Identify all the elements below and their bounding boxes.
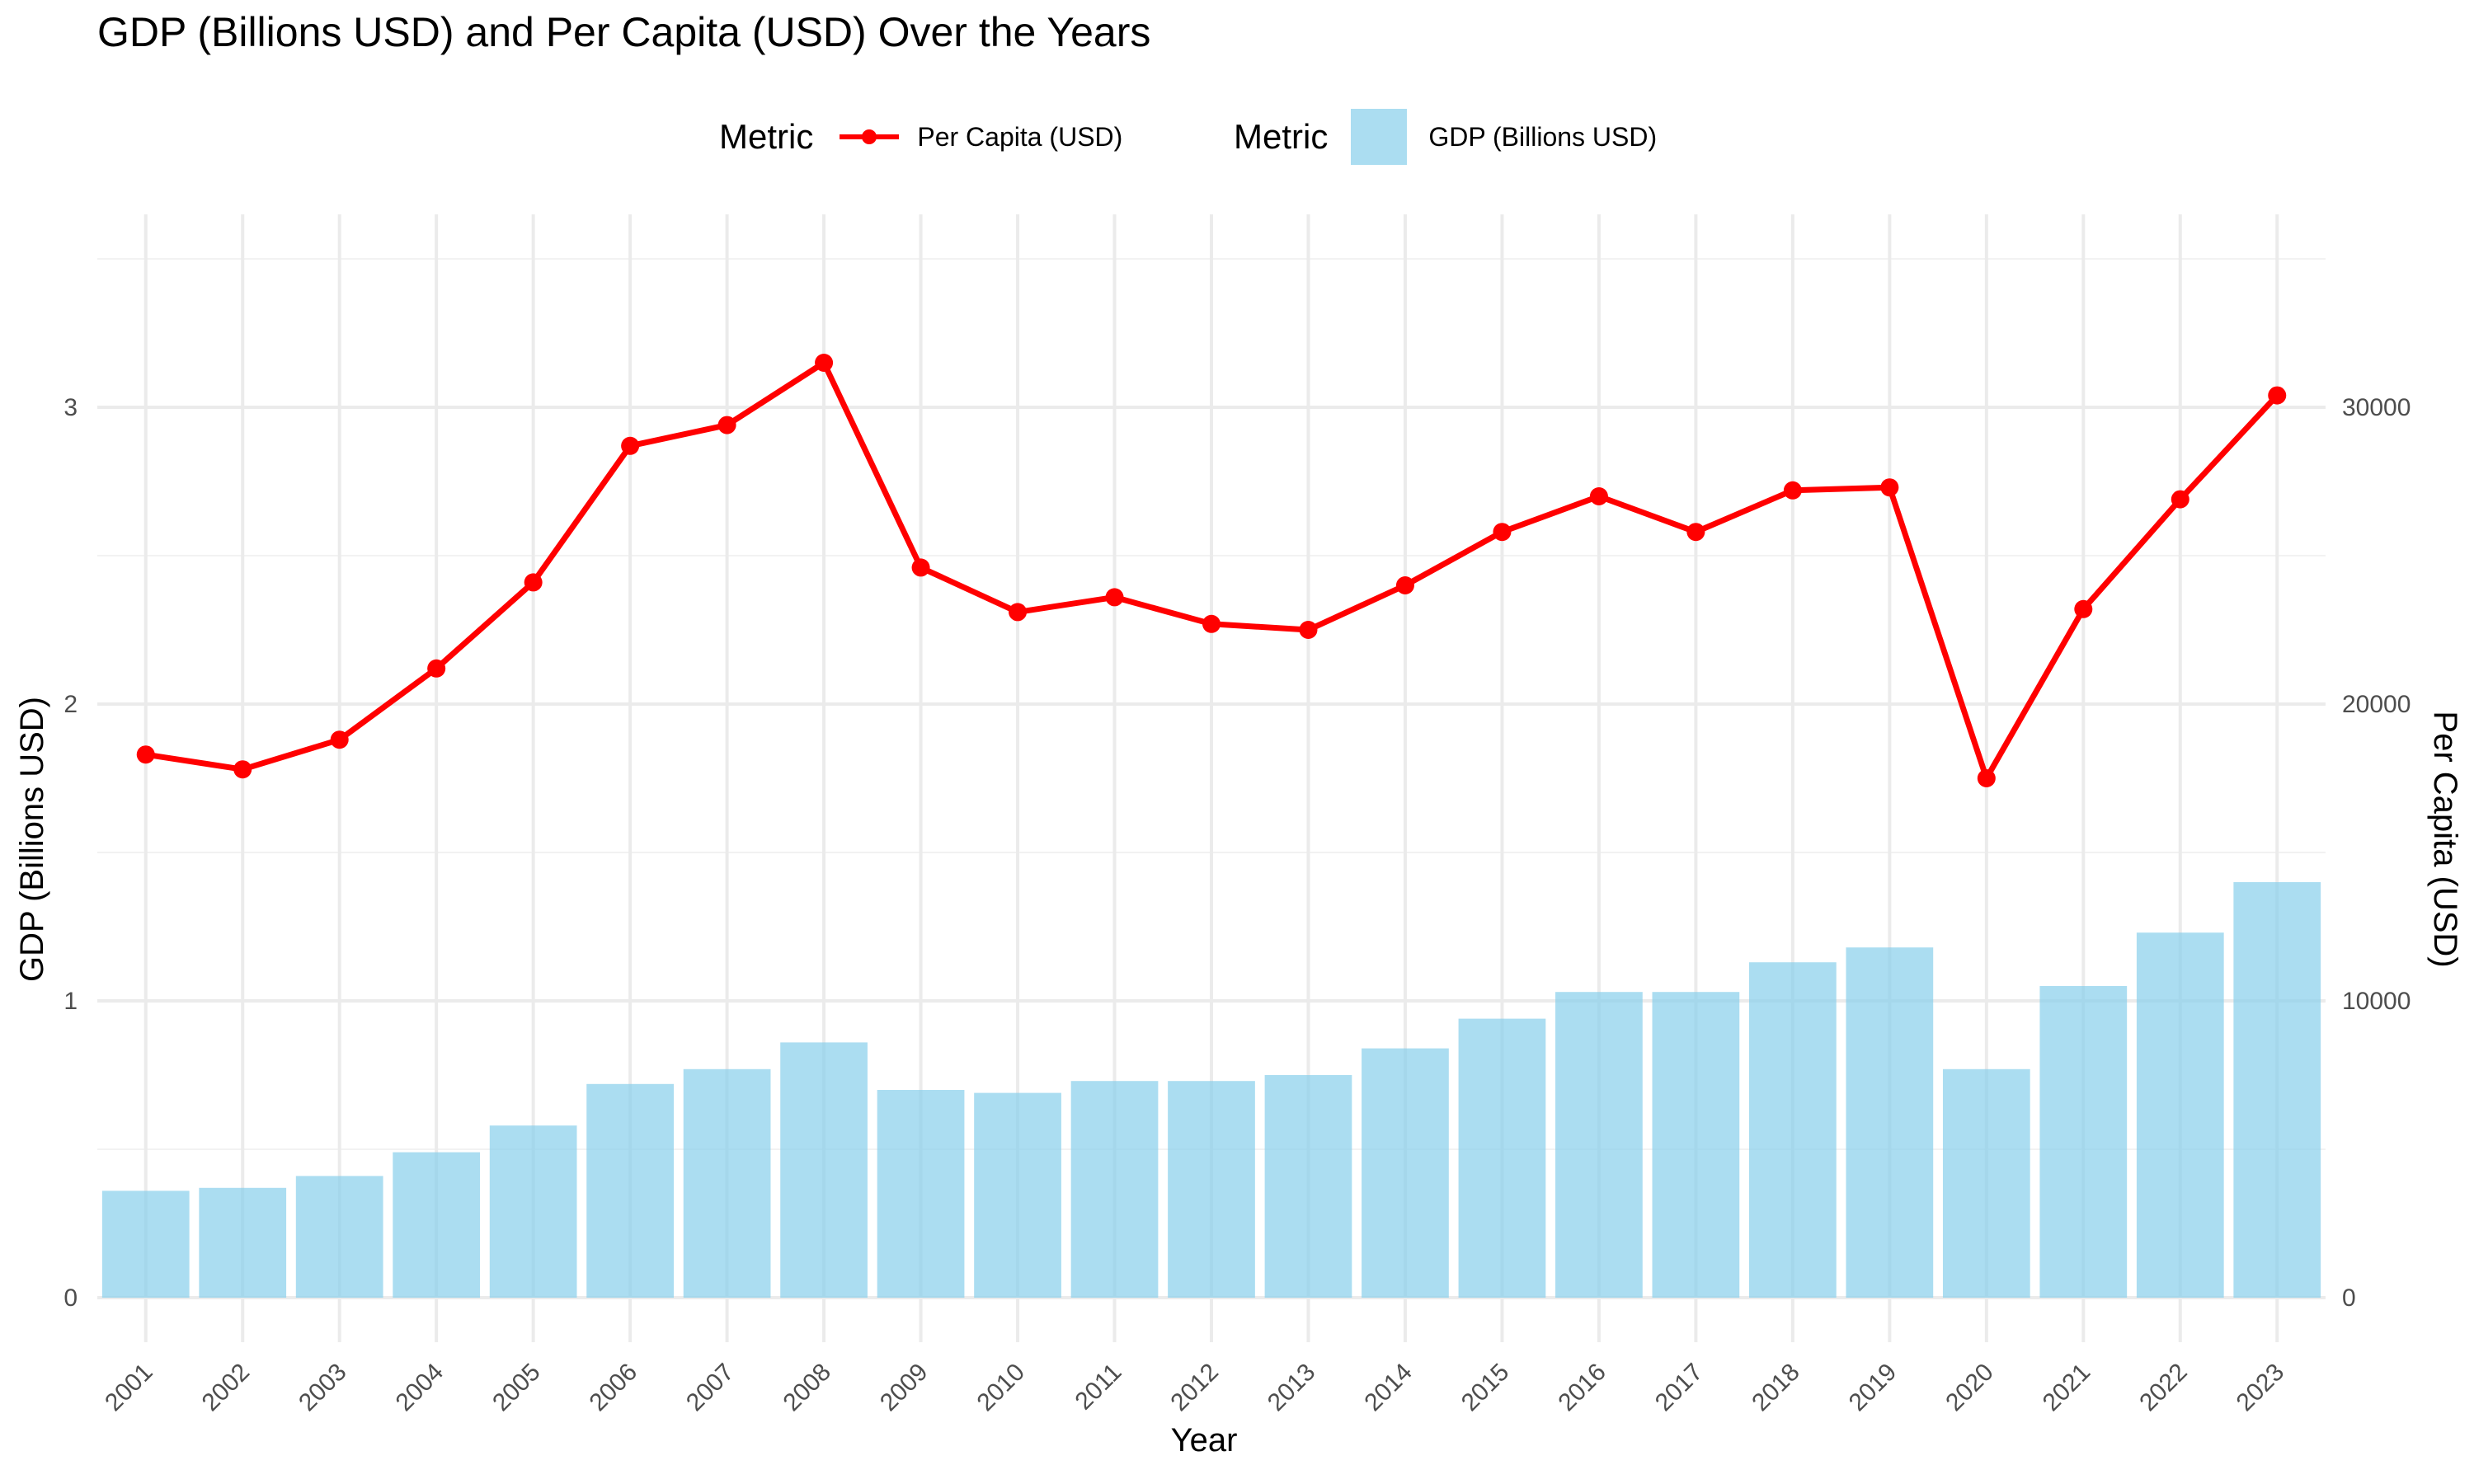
- bar-series: [101, 882, 2321, 1298]
- chart-title: GDP (Billions USD) and Per Capita (USD) …: [97, 9, 1151, 55]
- per-capita-point-2020: [1977, 769, 1996, 787]
- per-capita-point-2019: [1880, 478, 1899, 497]
- y-tick-label: 3: [63, 394, 78, 421]
- x-tick-label: 2017: [1650, 1359, 1709, 1417]
- gdp-bar-2019: [1846, 947, 1934, 1298]
- x-tick-label: 2002: [197, 1359, 256, 1417]
- x-tick-label: 2020: [1940, 1359, 1999, 1417]
- x-tick-label: 2005: [487, 1359, 546, 1417]
- per-capita-point-2014: [1395, 576, 1414, 594]
- gdp-bar-2017: [1652, 992, 1740, 1298]
- per-capita-point-2012: [1202, 614, 1221, 633]
- per-capita-point-2021: [2074, 599, 2093, 618]
- x-tick-label: 2011: [1070, 1359, 1127, 1416]
- legend-label-per-capita: Per Capita (USD): [917, 121, 1123, 152]
- legend-title: Metric: [1234, 117, 1329, 156]
- per-capita-point-2002: [233, 760, 252, 779]
- gdp-bar-2003: [295, 1176, 383, 1298]
- y-tick-label: 0: [63, 1284, 78, 1312]
- legend-title: Metric: [719, 117, 814, 156]
- per-capita-point-2017: [1686, 523, 1705, 542]
- per-capita-point-2015: [1493, 523, 1512, 542]
- y-tick-label: 1: [63, 988, 78, 1015]
- per-capita-point-2022: [2171, 490, 2189, 509]
- x-tick-label: 2001: [100, 1359, 158, 1417]
- per-capita-point-2007: [717, 416, 736, 434]
- y2-tick-label: 0: [2342, 1284, 2356, 1312]
- gdp-bar-2018: [1749, 962, 1837, 1298]
- gdp-bar-2010: [974, 1092, 1061, 1298]
- gdp-bar-2005: [489, 1125, 577, 1298]
- x-tick-label: 2014: [1359, 1359, 1418, 1417]
- gdp-bar-2007: [683, 1068, 771, 1298]
- per-capita-point-2006: [621, 436, 640, 455]
- x-tick-label: 2015: [1456, 1359, 1515, 1417]
- x-tick-label: 2012: [1165, 1359, 1224, 1417]
- gdp-bar-2004: [393, 1152, 481, 1298]
- x-tick-label: 2021: [2038, 1359, 2096, 1417]
- x-tick-label: 2006: [585, 1359, 643, 1417]
- per-capita-point-2005: [524, 573, 543, 592]
- x-tick-label: 2022: [2134, 1359, 2193, 1417]
- x-axis-title: Year: [1171, 1422, 1238, 1458]
- y2-tick-label: 10000: [2342, 988, 2411, 1015]
- per-capita-point-2004: [427, 659, 446, 678]
- gdp-bar-2013: [1264, 1075, 1352, 1298]
- gdp-bar-2016: [1555, 992, 1643, 1298]
- per-capita-point-2013: [1299, 621, 1318, 639]
- legend: Metric Per Capita (USD) Metric GDP (Bill…: [0, 106, 2474, 168]
- gdp-bar-2015: [1458, 1018, 1546, 1298]
- x-tick-label: 2019: [1844, 1359, 1903, 1417]
- x-tick-label: 2010: [971, 1359, 1030, 1417]
- x-tick-label: 2013: [1263, 1359, 1321, 1417]
- gdp-bar-2023: [2233, 882, 2321, 1298]
- legend-group-gdp: Metric GDP (Billions USD): [1234, 106, 1657, 168]
- gdp-bar-2022: [2136, 932, 2224, 1298]
- gdp-bar-2011: [1070, 1081, 1159, 1298]
- per-capita-point-2009: [911, 558, 930, 577]
- line-series: [136, 354, 2287, 787]
- gdp-bar-2014: [1362, 1048, 1449, 1298]
- x-tick-label: 2004: [391, 1359, 449, 1417]
- legend-line-key: [840, 129, 900, 144]
- gdp-bar-2002: [199, 1187, 287, 1298]
- gdp-bar-2020: [1942, 1068, 2030, 1298]
- per-capita-point-2003: [330, 730, 349, 749]
- per-capita-point-2023: [2268, 386, 2287, 405]
- per-capita-point-2001: [136, 745, 155, 764]
- x-tick-label: 2016: [1553, 1359, 1611, 1417]
- y2-tick-label: 20000: [2342, 691, 2411, 718]
- legend-group-per-capita: Metric Per Capita (USD): [719, 106, 1122, 168]
- legend-label-gdp: GDP (Billions USD): [1428, 121, 1658, 152]
- legend-bar-key: [1351, 109, 1408, 165]
- x-tick-label: 2023: [2232, 1359, 2290, 1417]
- per-capita-point-2018: [1783, 481, 1802, 500]
- gdp-bar-2021: [2039, 986, 2128, 1298]
- gdp-bar-2012: [1168, 1081, 1255, 1298]
- gdp-bar-2008: [780, 1042, 868, 1298]
- per-capita-point-2008: [815, 354, 834, 372]
- x-tick-label: 2009: [875, 1359, 934, 1417]
- gdp-bar-2001: [101, 1190, 190, 1298]
- x-tick-label: 2003: [294, 1359, 352, 1417]
- per-capita-point-2016: [1589, 487, 1608, 505]
- x-tick-label: 2008: [778, 1359, 837, 1417]
- per-capita-point-2010: [1009, 603, 1028, 622]
- y2-tick-label: 30000: [2342, 394, 2411, 421]
- y2-axis-title: Per Capita (USD): [2427, 711, 2463, 967]
- x-tick-label: 2018: [1747, 1359, 1805, 1417]
- gdp-bar-2006: [586, 1083, 674, 1298]
- y-tick-label: 2: [63, 691, 78, 718]
- x-tick-label: 2007: [681, 1359, 740, 1417]
- per-capita-point-2011: [1105, 588, 1124, 607]
- gdp-bar-2009: [877, 1090, 965, 1298]
- y-axis-title: GDP (Billions USD): [14, 697, 50, 982]
